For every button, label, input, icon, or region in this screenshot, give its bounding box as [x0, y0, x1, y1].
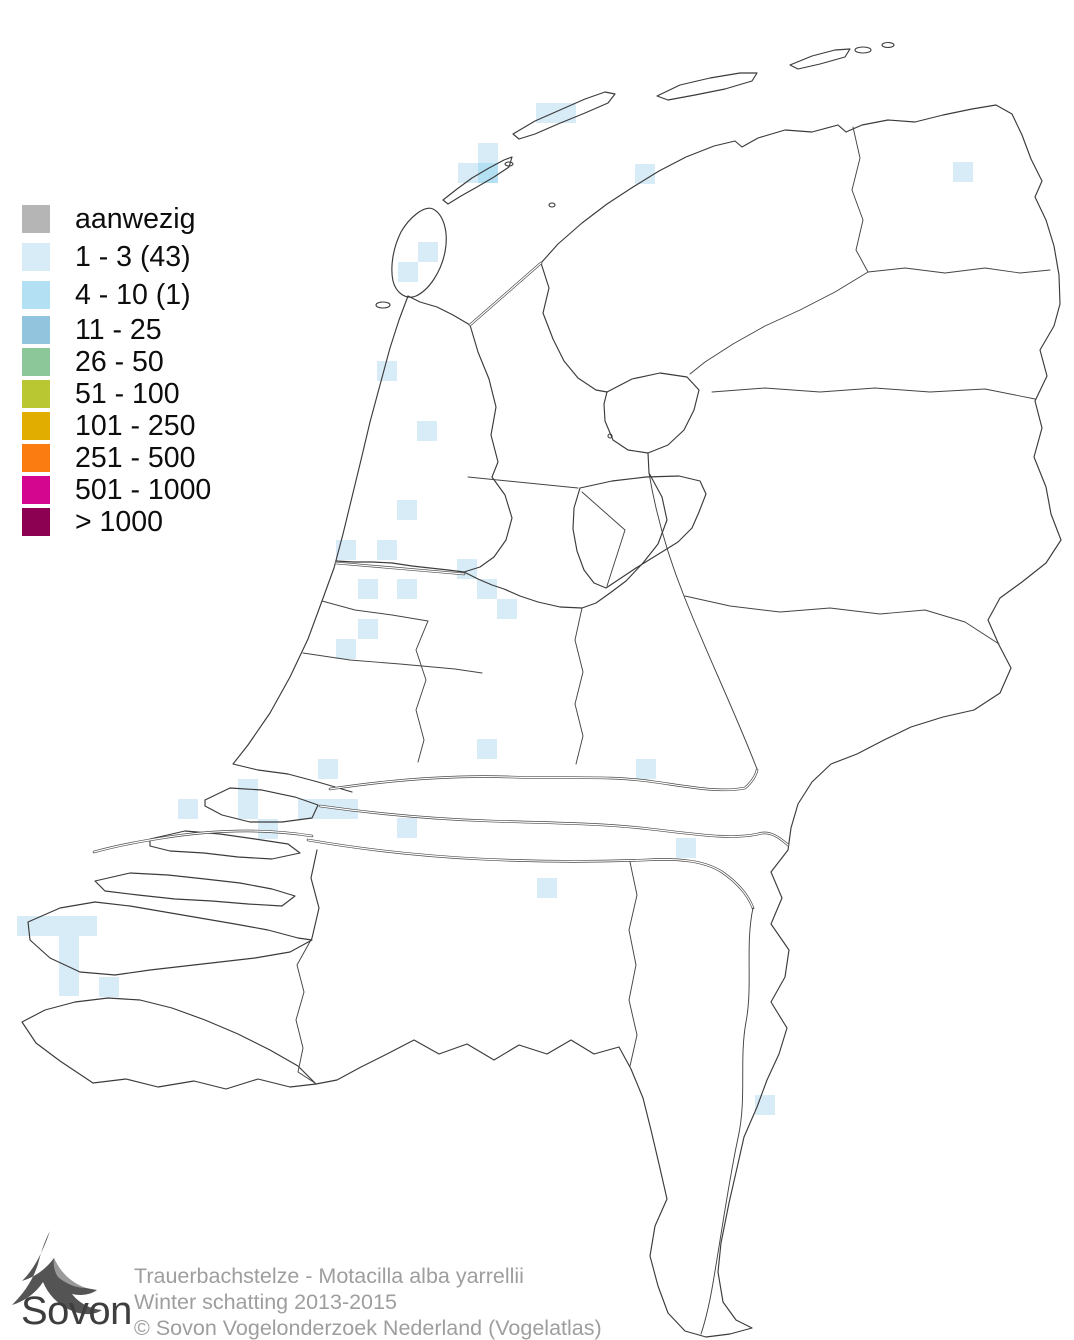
legend-label: 1 - 3 (43)	[75, 241, 191, 273]
legend-item: > 1000	[22, 508, 163, 537]
cell-1-3	[59, 936, 79, 956]
wadden-islands	[375, 41, 895, 309]
legend-swatch	[22, 380, 50, 409]
legend-item: 101 - 250	[22, 412, 195, 441]
ameland-island	[656, 72, 758, 101]
cell-1-3	[537, 878, 557, 898]
legend-swatch	[22, 316, 50, 345]
cell-1-3	[635, 164, 655, 184]
cell-1-3	[336, 639, 356, 659]
cell-1-3	[377, 361, 397, 381]
cell-1-3	[477, 579, 497, 599]
legend-label: > 1000	[75, 506, 163, 538]
cell-1-3	[953, 162, 973, 182]
cell-1-3	[77, 916, 97, 936]
legend-swatch	[22, 243, 50, 272]
cell-1-3	[636, 759, 656, 779]
province-borders	[295, 126, 1051, 1084]
cell-1-3	[556, 103, 576, 123]
legend-swatch	[22, 348, 50, 377]
legend-label: 101 - 250	[75, 410, 196, 442]
cell-1-3	[397, 579, 417, 599]
cell-1-3	[318, 759, 338, 779]
legend-label: 11 - 25	[75, 314, 162, 346]
cell-1-3	[358, 619, 378, 639]
cell-1-3	[358, 579, 378, 599]
legend-swatch	[22, 476, 50, 505]
cell-1-3	[458, 163, 478, 183]
legend-label: 251 - 500	[75, 442, 196, 474]
cell-1-3	[676, 838, 696, 858]
cell-1-3	[298, 799, 318, 819]
cell-1-3	[418, 242, 438, 262]
legend-label: 4 - 10 (1)	[75, 279, 191, 311]
legend-item: 51 - 100	[22, 380, 180, 409]
sovon-logo-bird	[12, 1231, 102, 1315]
cell-1-3	[397, 818, 417, 838]
caption-block: Trauerbachstelze - Motacilla alba yarrel…	[134, 1263, 602, 1340]
schiermonnikoog-island	[789, 48, 851, 70]
cell-1-3	[397, 500, 417, 520]
legend-item: 501 - 1000	[22, 476, 211, 505]
legend-swatch	[22, 281, 50, 310]
legend-swatch	[22, 412, 50, 441]
legend-swatch	[22, 508, 50, 537]
cell-1-3	[57, 916, 77, 936]
cell-1-3	[478, 143, 498, 163]
urk-islet	[607, 433, 613, 439]
zeeland-delta	[21, 787, 319, 1090]
terschelling-island	[512, 91, 616, 140]
cell-1-3	[59, 956, 79, 976]
cell-1-3	[37, 916, 57, 936]
legend-item: 251 - 500	[22, 444, 195, 473]
cell-1-3	[59, 976, 79, 996]
cell-1-3	[336, 540, 356, 560]
legend-item: 1 - 3 (43)	[22, 243, 191, 272]
legend-label: aanwezig	[75, 203, 196, 235]
flevoland-polders	[572, 372, 707, 589]
legend-item: 4 - 10 (1)	[22, 281, 191, 310]
legend-item: 26 - 50	[22, 348, 164, 377]
legend-label: 26 - 50	[75, 346, 164, 378]
cell-1-3	[377, 540, 397, 560]
cell-1-3	[417, 421, 437, 441]
cell-1-3	[398, 262, 418, 282]
legend-label: 501 - 1000	[75, 474, 212, 506]
legend-label: 51 - 100	[75, 378, 180, 410]
species-title: Trauerbachstelze - Motacilla alba yarrel…	[134, 1264, 524, 1288]
cell-1-3	[17, 916, 37, 936]
cell-1-3	[477, 739, 497, 759]
cell-1-3	[318, 799, 338, 819]
sovon-logo-text: Sovon	[21, 1289, 132, 1333]
cell-1-3	[238, 799, 258, 819]
legend-item: aanwezig	[22, 205, 195, 234]
texel-island	[391, 207, 447, 298]
legend-swatch	[22, 444, 50, 473]
cell-1-3	[258, 819, 278, 839]
cell-1-3	[99, 977, 119, 997]
copyright: © Sovon Vogelonderzoek Nederland (Vogela…	[134, 1316, 602, 1340]
legend-swatch	[22, 205, 50, 234]
rivers-and-dikes	[92, 261, 790, 1335]
cell-1-3	[497, 599, 517, 619]
netherlands-outline	[232, 104, 1062, 1338]
legend-item: 11 - 25	[22, 316, 162, 345]
cell-1-3	[178, 799, 198, 819]
season-estimate: Winter schatting 2013-2015	[134, 1290, 397, 1314]
